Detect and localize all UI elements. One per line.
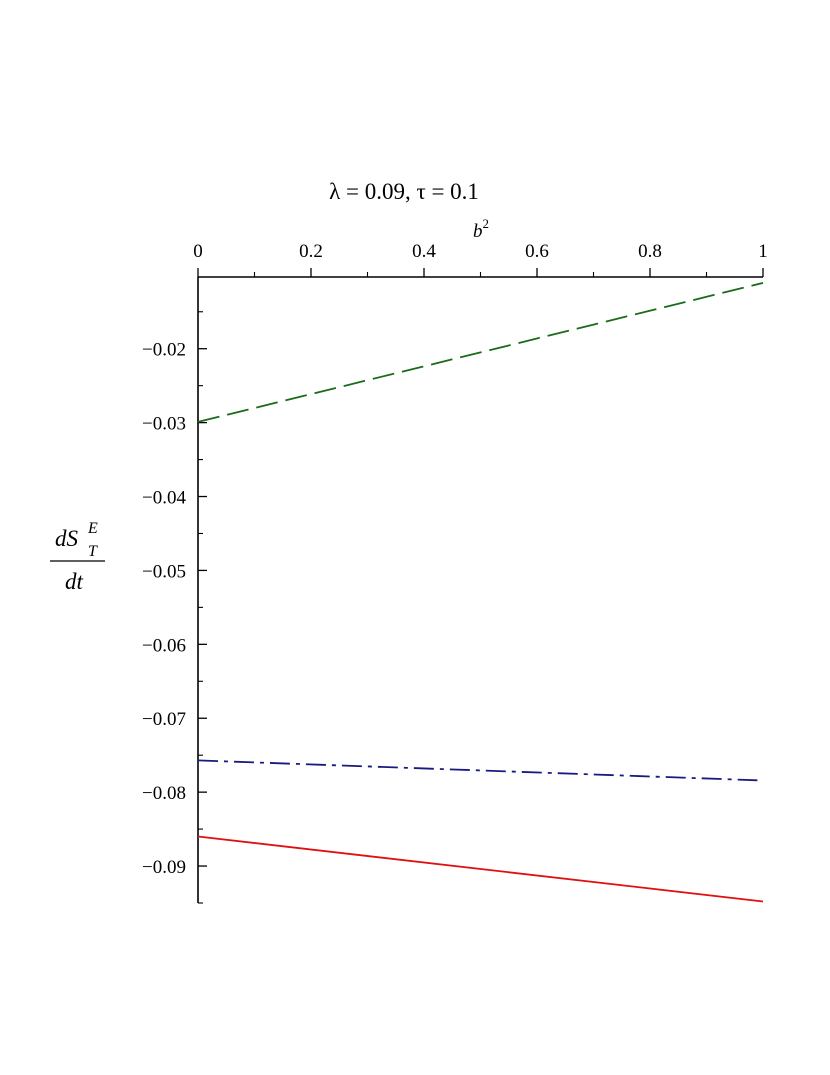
x-tick-label: 1 [758,241,768,262]
x-axis-label: b2 [473,216,489,242]
y-tick-label: −0.08 [142,783,186,804]
series-layer [197,282,764,903]
y-tick-label: −0.02 [142,340,186,361]
y-tick-label: −0.05 [142,561,186,582]
y-tick-label: −0.04 [142,488,186,509]
series-line-2 [197,759,758,782]
x-axis-label-base: b [473,221,483,242]
y-axis-label-subscript: T [88,543,98,560]
y-axis-label-superscript: E [87,520,98,537]
y-axis-label: dS E T dt [50,520,105,594]
y-tick-label: −0.09 [142,857,186,878]
chart-title: λ = 0.09, τ = 0.1 [329,179,479,204]
x-tick-label: 0.6 [525,241,549,262]
series-line-1 [197,282,764,423]
y-axis-label-numerator: dS [55,526,79,551]
y-tick-label: −0.03 [142,414,186,435]
y-tick-label: −0.07 [142,709,186,730]
y-axis-label-denominator: dt [65,569,84,594]
x-tick-label: 0.8 [638,241,662,262]
y-tick-label: −0.06 [142,635,186,656]
series-line-3 [197,835,764,903]
x-tick-label: 0.4 [412,241,436,262]
x-tick-label: 0.2 [299,241,323,262]
svg-text:dS: dS [55,526,79,551]
x-tick-label: 0 [193,241,203,262]
axes: 0 0.2 0.4 0.6 0.8 1 −0.02 −0.03 −0.04 −0.05 −0.06 −… [142,241,768,904]
x-axis-label-superscript: 2 [483,216,490,231]
